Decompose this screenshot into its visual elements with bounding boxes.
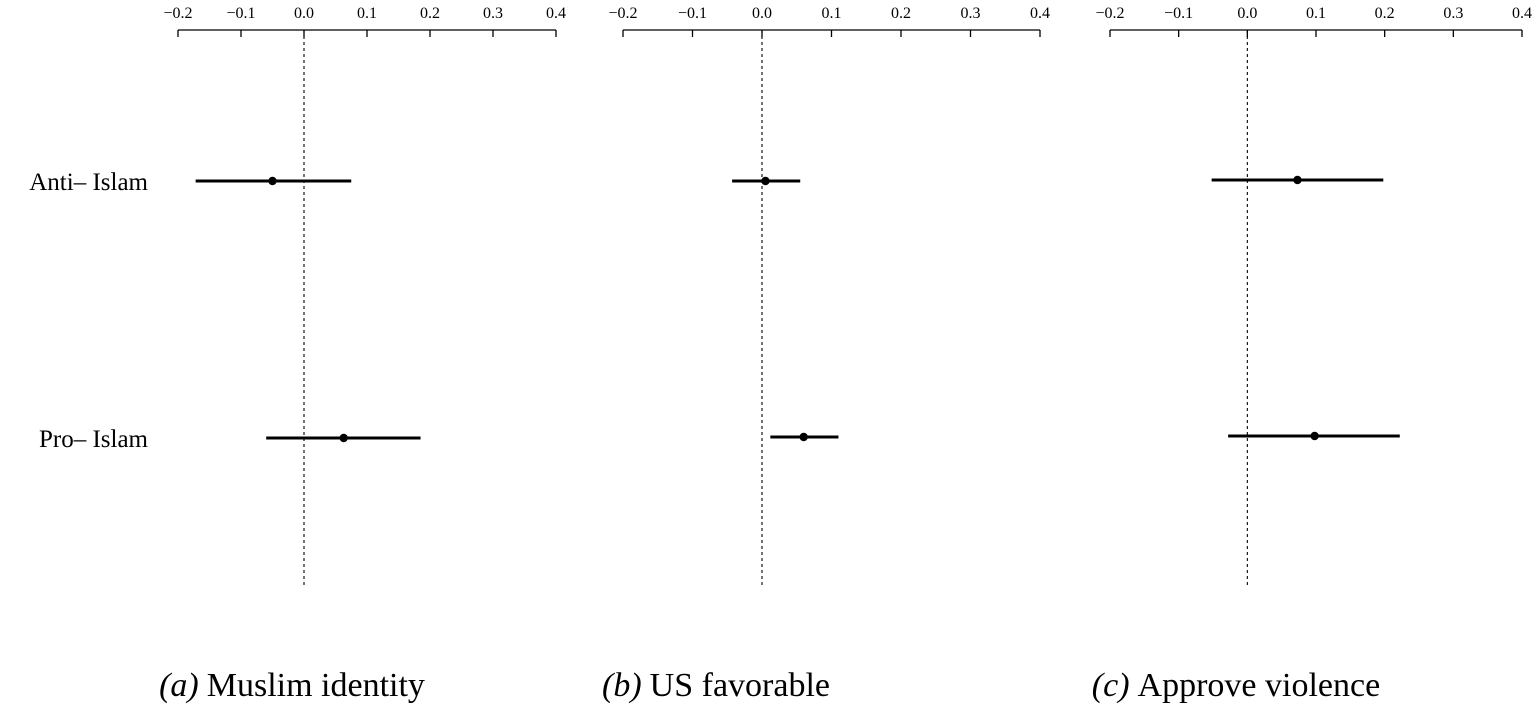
x-tick-label: 0.2 — [1375, 5, 1395, 22]
x-tick-label: 0.2 — [420, 5, 440, 22]
x-tick-label: 0.2 — [891, 5, 911, 22]
x-tick-label: 0.4 — [546, 5, 566, 22]
x-tick-label: 0.0 — [1237, 5, 1257, 22]
point-estimate — [799, 432, 808, 442]
row-label: Pro– Islam — [39, 426, 149, 453]
x-tick-label: −0.1 — [226, 5, 255, 22]
x-tick-label: 0.0 — [752, 5, 772, 22]
point-estimate — [761, 176, 770, 186]
x-tick-label: 0.1 — [1306, 5, 1326, 22]
caption-letter: (a) — [159, 667, 199, 704]
x-tick-label: 0.4 — [1030, 5, 1050, 22]
panel-a: −0.2 −0.1 0.0 0.1 0.2 0.3 0.4 Anti– Islam Pro– I… — [29, 5, 566, 704]
panel-caption: (b) US favorable — [602, 667, 830, 704]
x-tick-label: 0.1 — [822, 5, 842, 22]
x-tick-label: 0.3 — [1443, 5, 1463, 22]
panel-b: −0.2 −0.1 0.0 0.1 0.2 0.3 0.4 (b) US favorable — [602, 5, 1050, 704]
panel-caption: (a) Muslim identity — [159, 667, 425, 704]
x-tick-label: 0.1 — [357, 5, 377, 22]
x-tick-label: 0.4 — [1512, 5, 1532, 22]
x-tick-label: −0.1 — [678, 5, 707, 22]
panels: −0.2 −0.1 0.0 0.1 0.2 0.3 0.4 Anti– Islam Pro– I… — [29, 5, 1532, 704]
x-tick-label: −0.1 — [1164, 5, 1193, 22]
caption-letter: (c) — [1092, 667, 1130, 704]
point-estimate — [339, 433, 348, 443]
point-estimate — [1310, 431, 1319, 441]
caption-title: Muslim identity — [207, 667, 425, 704]
x-tick-label: −0.2 — [163, 5, 192, 22]
caption-title: Approve violence — [1138, 667, 1381, 704]
panel-c: −0.2 −0.1 0.0 0.1 0.2 0.3 0.4 (c) Approve violen… — [1092, 5, 1532, 704]
point-estimate — [1293, 175, 1302, 185]
row-label: Anti– Islam — [29, 169, 148, 196]
caption-letter: (b) — [602, 667, 642, 704]
point-estimate — [268, 176, 277, 186]
x-tick-label: 0.3 — [483, 5, 503, 22]
x-tick-label: 0.0 — [294, 5, 314, 22]
x-tick-label: 0.3 — [961, 5, 981, 22]
caption-title: US favorable — [650, 667, 830, 704]
x-tick-label: −0.2 — [608, 5, 637, 22]
panel-caption: (c) Approve violence — [1092, 667, 1380, 704]
x-tick-label: −0.2 — [1095, 5, 1124, 22]
